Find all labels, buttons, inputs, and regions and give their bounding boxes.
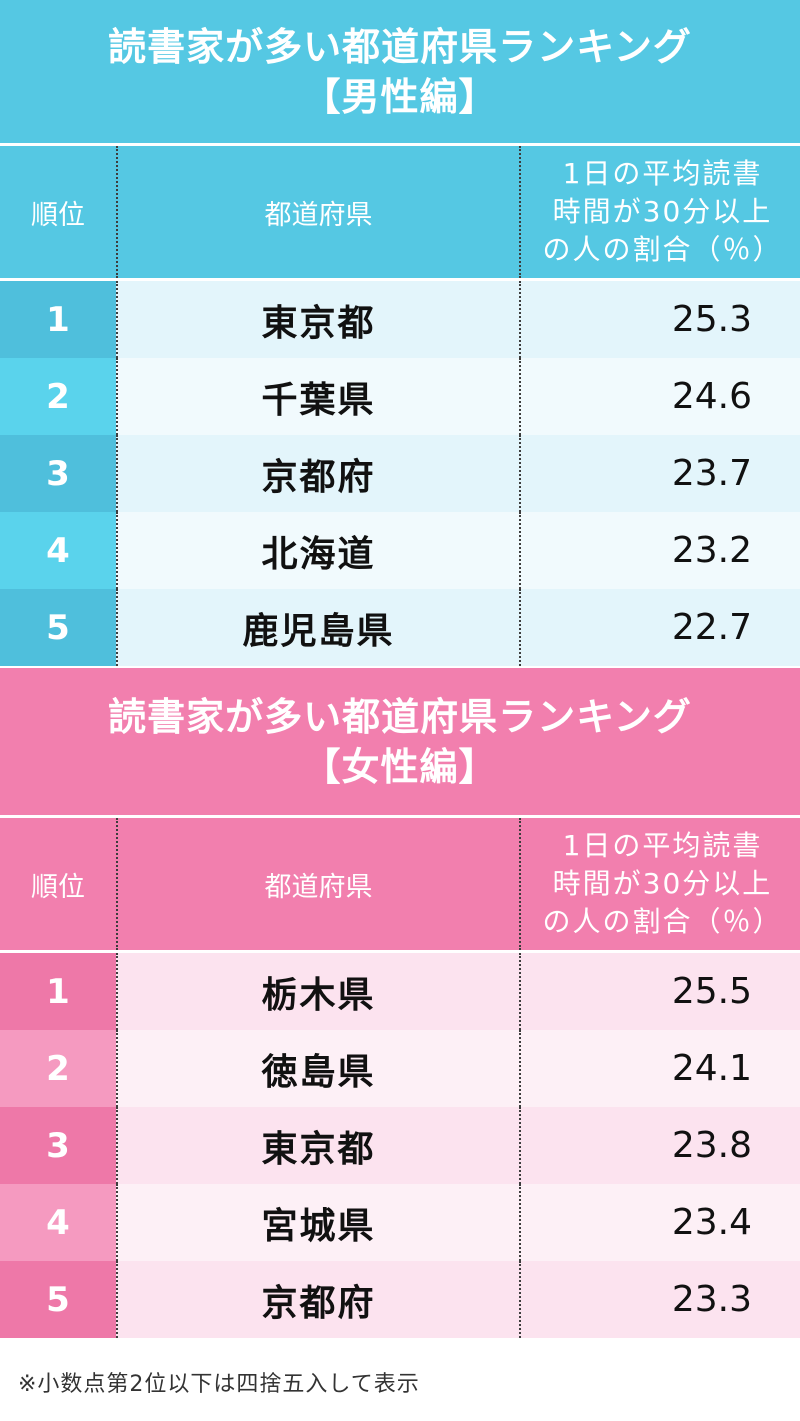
header-value-line3: の人の割合（％） [542, 233, 783, 266]
prefecture-cell: 徳島県 [116, 1030, 519, 1107]
value-cell: 23.2 [519, 512, 800, 589]
male-table-header: 順位 都道府県 1日の平均読書 時間が30分以上 の人の割合（％） [0, 143, 800, 281]
value-cell: 25.5 [519, 953, 800, 1030]
value-cell: 23.8 [519, 1107, 800, 1184]
table-row: 3 京都府 23.7 [0, 435, 800, 512]
header-value-line2: 時間が30分以上 [552, 195, 773, 228]
prefecture-cell: 栃木県 [116, 953, 519, 1030]
table-row: 5 鹿児島県 22.7 [0, 589, 800, 666]
value-cell: 24.1 [519, 1030, 800, 1107]
male-ranking-section: 読書家が多い都道府県ランキング 【男性編】 順位 都道府県 1日の平均読書 時間… [0, 0, 800, 666]
header-rank: 順位 [31, 199, 85, 231]
rank-cell: 4 [0, 512, 116, 589]
value-cell: 25.3 [519, 281, 800, 358]
rank-cell: 5 [0, 589, 116, 666]
female-title-line1: 読書家が多い都道府県ランキング [108, 694, 692, 739]
prefecture-cell: 東京都 [116, 1107, 519, 1184]
female-title: 読書家が多い都道府県ランキング 【女性編】 [0, 668, 800, 815]
table-row: 1 栃木県 25.5 [0, 953, 800, 1030]
rank-cell: 3 [0, 1107, 116, 1184]
value-cell: 23.4 [519, 1184, 800, 1261]
value-cell: 23.7 [519, 435, 800, 512]
value-cell: 24.6 [519, 358, 800, 435]
rank-cell: 4 [0, 1184, 116, 1261]
value-cell: 22.7 [519, 589, 800, 666]
female-title-line2: 【女性編】 [302, 744, 498, 789]
table-row: 4 北海道 23.2 [0, 512, 800, 589]
table-row: 4 宮城県 23.4 [0, 1184, 800, 1261]
female-table-header: 順位 都道府県 1日の平均読書 時間が30分以上 の人の割合（％） [0, 815, 800, 953]
table-row: 2 千葉県 24.6 [0, 358, 800, 435]
prefecture-cell: 宮城県 [116, 1184, 519, 1261]
table-row: 5 京都府 23.3 [0, 1261, 800, 1338]
rank-cell: 2 [0, 1030, 116, 1107]
prefecture-cell: 鹿児島県 [116, 589, 519, 666]
table-row: 2 徳島県 24.1 [0, 1030, 800, 1107]
rank-cell: 1 [0, 281, 116, 358]
prefecture-cell: 北海道 [116, 512, 519, 589]
header-prefecture: 都道府県 [116, 146, 519, 278]
header-rank: 順位 [31, 871, 85, 903]
header-value: 1日の平均読書 時間が30分以上 の人の割合（％） [519, 818, 800, 950]
value-cell: 23.3 [519, 1261, 800, 1338]
header-value-line1: 1日の平均読書 [562, 829, 763, 862]
prefecture-cell: 千葉県 [116, 358, 519, 435]
rank-cell: 2 [0, 358, 116, 435]
table-row: 1 東京都 25.3 [0, 281, 800, 358]
header-value: 1日の平均読書 時間が30分以上 の人の割合（％） [519, 146, 800, 278]
header-value-line1: 1日の平均読書 [562, 157, 763, 190]
header-value-line3: の人の割合（％） [542, 905, 783, 938]
male-title-line2: 【男性編】 [302, 74, 498, 119]
header-prefecture: 都道府県 [116, 818, 519, 950]
male-title-line1: 読書家が多い都道府県ランキング [108, 24, 692, 69]
male-title: 読書家が多い都道府県ランキング 【男性編】 [0, 0, 800, 143]
prefecture-cell: 京都府 [116, 435, 519, 512]
rank-cell: 1 [0, 953, 116, 1030]
rank-cell: 5 [0, 1261, 116, 1338]
female-ranking-section: 読書家が多い都道府県ランキング 【女性編】 順位 都道府県 1日の平均読書 時間… [0, 668, 800, 1338]
prefecture-cell: 東京都 [116, 281, 519, 358]
rank-cell: 3 [0, 435, 116, 512]
prefecture-cell: 京都府 [116, 1261, 519, 1338]
table-row: 3 東京都 23.8 [0, 1107, 800, 1184]
footnote: ※小数点第2位以下は四捨五入して表示 [18, 1372, 420, 1397]
header-value-line2: 時間が30分以上 [552, 867, 773, 900]
